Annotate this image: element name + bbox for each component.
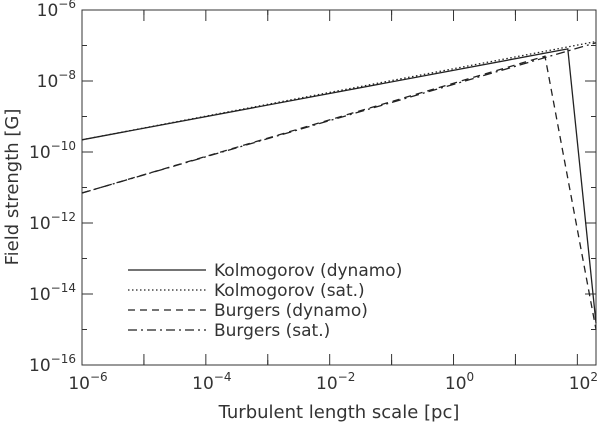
x-tick-label-exponent: 2	[590, 370, 598, 384]
series-dashdot-line	[81, 42, 597, 194]
x-tick-label-base: 10	[569, 374, 591, 394]
tick-labels: 10−6 10−4 10−2 100 10210−1610−1410−1210−1010…	[29, 0, 598, 394]
x-tick-label: 100	[445, 370, 474, 394]
x-tick-label-base: 10	[68, 374, 90, 394]
y-tick-label: 10−12	[29, 210, 76, 234]
y-tick-label-exponent: −14	[51, 281, 76, 295]
x-axis-title: Turbulent length scale [pc]	[218, 402, 460, 423]
series-dotted-line	[81, 40, 597, 141]
legend-label: Kolmogorov (dynamo)	[214, 261, 402, 281]
y-tick-label-base: 10	[37, 1, 59, 21]
y-tick-label: 10−10	[29, 139, 76, 163]
series-solid-line	[81, 48, 597, 324]
y-tick-label-base: 10	[29, 285, 51, 305]
x-tick-label-base: 10	[316, 374, 338, 394]
y-axis-title: Field strength [G]	[2, 109, 23, 266]
x-tick-label: 10−4	[192, 370, 231, 394]
series-lines	[81, 40, 597, 330]
x-tick-label-exponent: −4	[214, 370, 232, 384]
y-tick-label: 10−8	[37, 68, 76, 92]
y-tick-label: 10−16	[29, 352, 76, 376]
y-tick-label-exponent: −6	[58, 0, 76, 11]
y-tick-label: 10−14	[29, 281, 76, 305]
y-tick-label-exponent: −12	[51, 210, 76, 224]
y-tick-label-exponent: −10	[51, 139, 76, 153]
y-tick-label-base: 10	[29, 356, 51, 376]
x-tick-label: 10−2	[316, 370, 355, 394]
x-tick-label: 10−6	[68, 370, 107, 394]
x-tick-label-exponent: −2	[338, 370, 356, 384]
legend-label: Burgers (dynamo)	[214, 301, 368, 321]
y-tick-label-base: 10	[29, 214, 51, 234]
legend-label: Burgers (sat.)	[214, 321, 330, 341]
x-tick-label: 102	[569, 370, 598, 394]
x-tick-label-exponent: 0	[467, 370, 475, 384]
y-tick-label-exponent: −8	[58, 68, 76, 82]
legend: Kolmogorov (dynamo)Kolmogorov (sat.)Burg…	[128, 261, 402, 341]
x-tick-label-base: 10	[445, 374, 467, 394]
legend-label: Kolmogorov (sat.)	[214, 281, 365, 301]
y-tick-label-base: 10	[29, 143, 51, 163]
y-tick-label-exponent: −16	[51, 352, 76, 366]
y-tick-label: 10−6	[37, 0, 76, 21]
x-tick-label-exponent: −6	[90, 370, 108, 384]
y-tick-label-base: 10	[37, 72, 59, 92]
x-tick-label-base: 10	[192, 374, 214, 394]
tick-marks	[81, 9, 596, 366]
